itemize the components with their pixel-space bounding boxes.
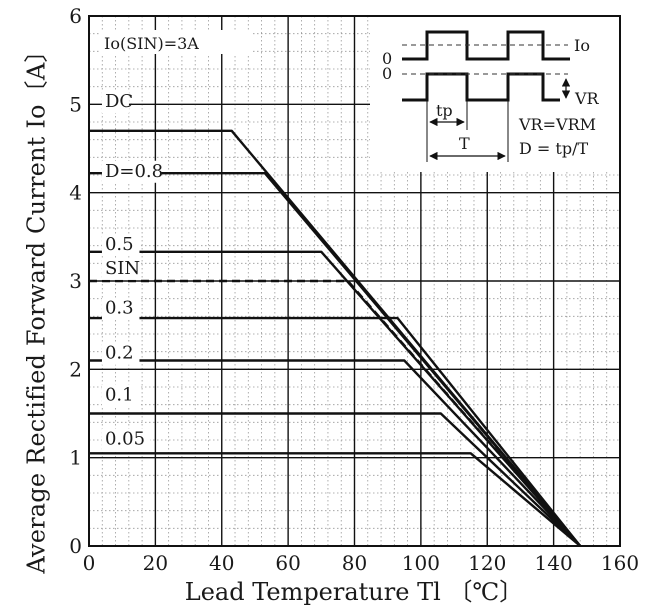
vr-label: VR	[574, 89, 600, 108]
tp-label: tp	[436, 101, 453, 120]
x-tick-label: 60	[275, 551, 300, 575]
x-tick-label: 20	[143, 551, 168, 575]
vr-waveform	[402, 72, 560, 102]
series-label: 0.05	[105, 428, 145, 449]
series-line	[89, 359, 582, 547]
series-label: 0.2	[105, 343, 134, 364]
series-label-bg	[101, 234, 140, 257]
series-label: DC	[105, 91, 133, 112]
series-label-bg	[101, 342, 140, 365]
y-tick-label: 3	[69, 269, 82, 293]
tick-labels: 0 20 40 60 80 100 120 140 160 0 1 2 3 4 5 6	[69, 4, 639, 575]
vr-vrm-note: VR=VRM	[518, 115, 596, 134]
io-label: Io	[574, 36, 590, 55]
y-tick-label: 5	[69, 92, 82, 116]
series-labels: DC D=0.8 0.5 SIN 0.3 0.2 0.1 0.05	[101, 90, 163, 451]
y-tick-label: 1	[69, 446, 82, 470]
series-label-bg	[101, 90, 129, 113]
x-tick-label: 140	[535, 551, 573, 575]
series-label-bg	[101, 160, 161, 183]
t-label: T	[459, 134, 470, 153]
y-axis-label: Average Rectified Forward Current Io〔A〕	[22, 38, 51, 574]
series-line	[89, 250, 582, 547]
x-axis-label: Lead Temperature Tl 〔℃〕	[184, 578, 524, 606]
inset-background	[370, 16, 620, 172]
condition-label-bg	[100, 30, 252, 54]
inset-bg-rect	[370, 16, 620, 172]
series-line	[89, 452, 581, 547]
series-label: 0.3	[105, 298, 134, 319]
y-tick-label: 0	[69, 534, 82, 558]
x-tick-label: 160	[601, 551, 639, 575]
io-zero-label: 0	[382, 49, 392, 68]
series-label: SIN	[105, 258, 140, 279]
x-tick-label: 120	[468, 551, 506, 575]
x-tick-label: 80	[342, 551, 367, 575]
plot-frame	[88, 15, 621, 547]
series-line	[89, 412, 582, 547]
series-label-bg	[101, 428, 150, 451]
condition-label: Io(SIN)=3A	[104, 34, 199, 53]
y-tick-label: 4	[69, 181, 82, 205]
series-label: 0.5	[105, 234, 134, 255]
series-label-bg	[101, 297, 140, 320]
series-label: D=0.8	[105, 161, 163, 182]
x-tick-label: 40	[209, 551, 234, 575]
series-line	[89, 316, 582, 547]
waveform-inset: 0 0 Io VR tp T VR=VRM D = tp/T	[382, 30, 600, 162]
series-label: 0.1	[105, 384, 134, 405]
x-tick-label: 0	[83, 551, 96, 575]
series-label-bg	[101, 257, 140, 280]
duty-formula-note: D = tp/T	[519, 139, 588, 158]
x-tick-label: 100	[402, 551, 440, 575]
io-waveform	[402, 30, 570, 61]
y-tick-label: 2	[69, 357, 82, 381]
condition-label-group: Io(SIN)=3A	[100, 30, 252, 54]
vr-zero-label: 0	[382, 64, 392, 83]
y-tick-label: 6	[69, 4, 82, 28]
series-label-bg	[101, 384, 140, 407]
